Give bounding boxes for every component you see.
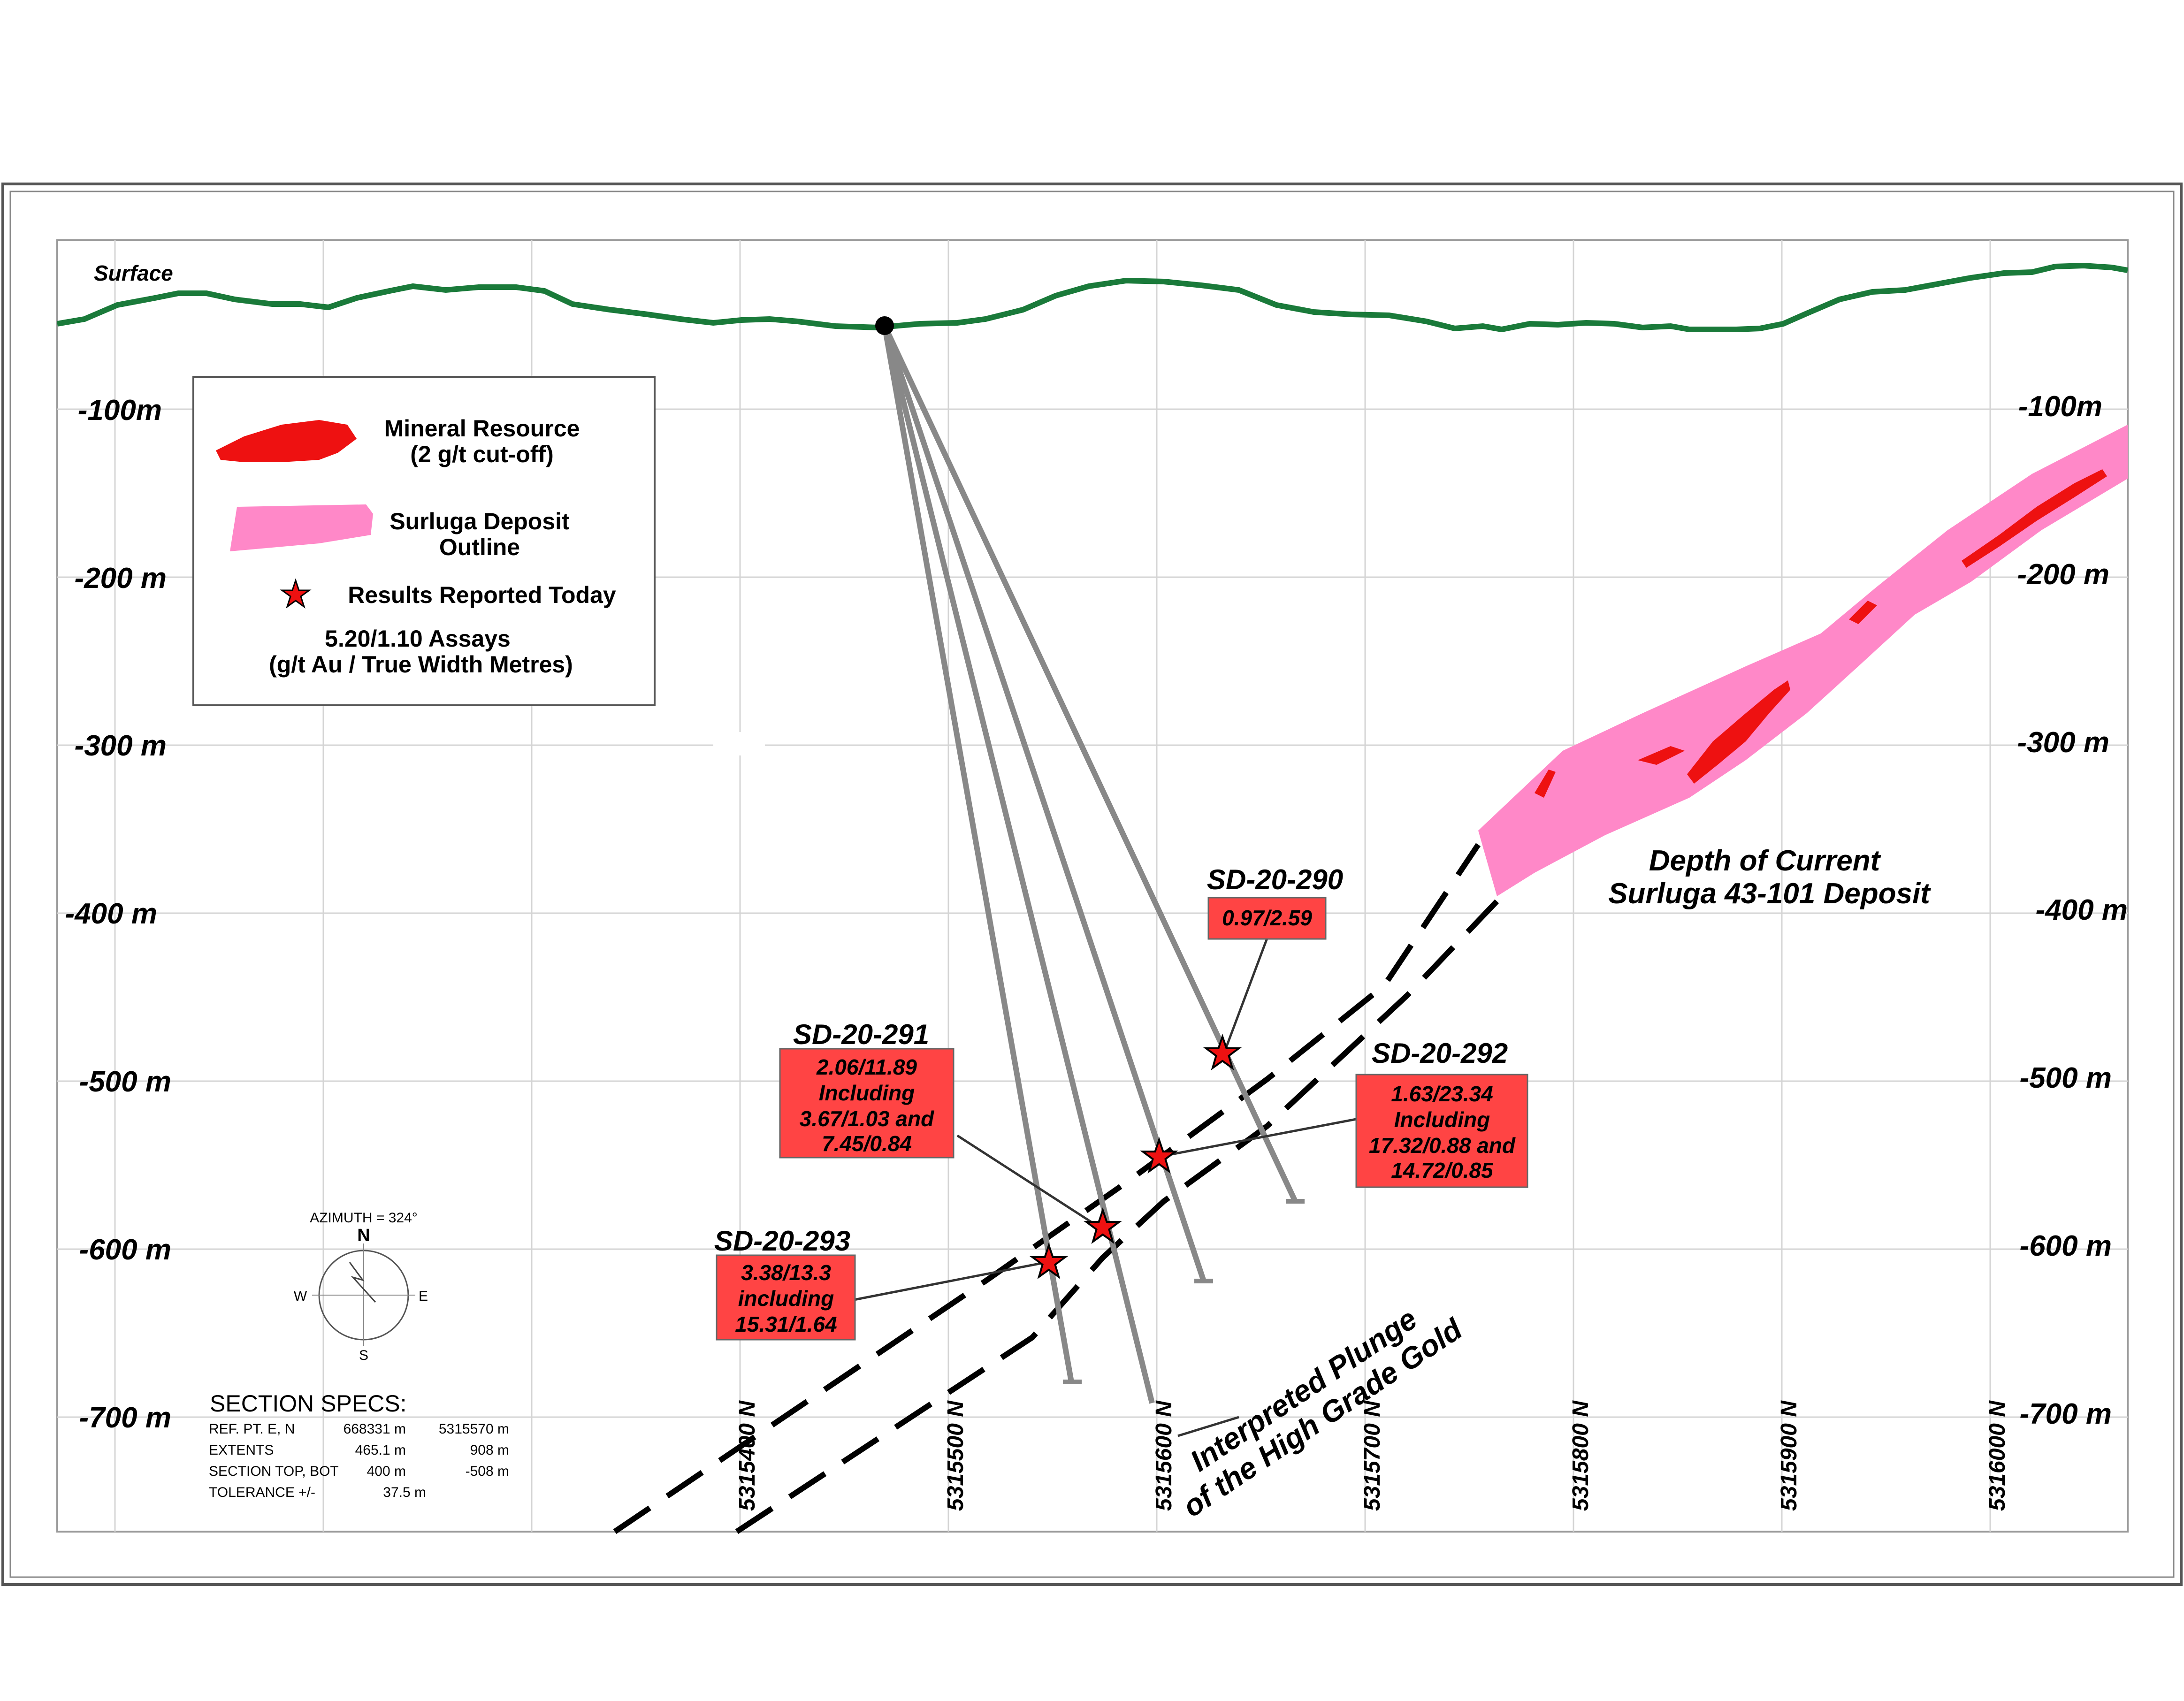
svg-text:-200 m: -200 m [2017,558,2109,591]
assay-293-line-1: 3.38/13.3 [741,1260,831,1285]
collar-point [875,316,894,335]
hole-label-290: SD-20-290 [1207,864,1343,895]
depth-labels-right: -100m -200 m -300 m -400 m -500 m -600 m… [2017,390,2128,1430]
compass-e: E [419,1289,428,1304]
legend-assays-label-2: (g/t Au / True Width Metres) [269,651,573,678]
hole-label-291: SD-20-291 [793,1019,929,1050]
svg-text:400 m: 400 m [367,1464,406,1479]
hole-label-292: SD-20-292 [1372,1037,1508,1069]
surface-label: Surface [94,261,173,285]
compass-n: N [357,1226,370,1245]
svg-text:-400 m: -400 m [65,898,157,930]
svg-text:-600 m: -600 m [79,1234,171,1266]
svg-text:-508 m: -508 m [466,1464,509,1479]
outer-frame [1,183,2183,1586]
callout-boxes [716,897,1528,1341]
legend-deposit-swatch [230,504,373,551]
legend-assays-label-1: 5.20/1.10 Assays [325,625,511,652]
assay-292-line-1: 1.63/23.34 [1391,1082,1493,1106]
svg-text:-700 m: -700 m [79,1402,171,1434]
assay-292-line-3: 17.32/0.88 and [1369,1133,1516,1158]
callout-leaders [854,938,1357,1437]
compass-w: W [294,1289,307,1304]
legend-resource-swatch [216,420,357,462]
assay-292-line-4: 14.72/0.85 [1391,1158,1494,1182]
svg-text:37.5 m: 37.5 m [383,1485,426,1500]
svg-text:5315700 N: 5315700 N [1360,1400,1385,1511]
assay-291-line-2: Including [819,1081,915,1105]
legend-deposit-label-1: Surluga Deposit [389,508,570,534]
section-specs-title: SECTION SPECS: [210,1390,407,1417]
svg-text:-700 m: -700 m [2020,1398,2112,1430]
section-specs: SECTION SPECS: REF. PT. E, N 668331 m 53… [209,1390,509,1500]
assay-293-line-2: including [738,1286,834,1311]
inner-frame [9,191,2175,1578]
svg-text:-300 m: -300 m [2017,726,2109,759]
svg-text:EXTENTS: EXTENTS [209,1442,274,1458]
hole-label-293: SD-20-293 [714,1225,850,1257]
svg-text:5315600 N: 5315600 N [1152,1400,1176,1511]
assay-291-line-3: 3.67/1.03 and [800,1106,934,1131]
svg-text:5316000 N: 5316000 N [1985,1400,2010,1511]
svg-text:-500 m: -500 m [79,1066,171,1098]
deposit-label-line-1: Depth of Current [1649,845,1881,877]
legend-results-label: Results Reported Today [348,582,616,608]
compass-arrow-icon [349,1262,376,1303]
svg-text:465.1 m: 465.1 m [355,1442,406,1458]
legend-resource-label: Mineral Resource [384,415,580,442]
deposit-label-line-2: Surluga 43-101 Deposit [1608,877,1931,910]
svg-text:REF. PT. E, N: REF. PT. E, N [209,1421,295,1437]
legend-star-icon [280,578,312,609]
compass: AZIMUTH = 324° N W E S [294,1210,428,1363]
svg-text:5315900 N: 5315900 N [1777,1400,1802,1511]
svg-text:5315570 m: 5315570 m [439,1421,509,1437]
interpreted-plunge-lines [613,843,1504,1534]
surluga-deposit-outline [1478,425,2128,896]
svg-text:-400 m: -400 m [2036,894,2128,926]
legend-deposit-label-2: Outline [439,534,520,560]
surface-line [56,262,2129,333]
assay-291-line-1: 2.06/11.89 [816,1055,917,1079]
legend: Mineral Resource (2 g/t cut-off) Surluga… [192,376,656,706]
svg-text:SECTION TOP, BOT: SECTION TOP, BOT [209,1464,339,1479]
northing-labels: 5315400 N 5315500 N 5315600 N 5315700 N … [735,1400,2010,1511]
assay-291-line-4: 7.45/0.84 [822,1131,912,1156]
svg-text:5315500 N: 5315500 N [943,1400,968,1511]
svg-text:-500 m: -500 m [2020,1062,2112,1094]
svg-text:668331 m: 668331 m [344,1421,406,1437]
svg-text:5315400 N: 5315400 N [735,1400,760,1511]
depth-labels-left: -100m -200 m -300 m -400 m -500 m -600 m… [65,394,171,1434]
assay-292-line-2: Including [1394,1107,1490,1132]
svg-text:-600 m: -600 m [2020,1230,2112,1262]
svg-text:5315800 N: 5315800 N [1568,1400,1593,1511]
compass-s: S [359,1348,368,1363]
svg-text:TOLERANCE +/-: TOLERANCE +/- [209,1485,315,1500]
compass-azimuth: AZIMUTH = 324° [310,1210,418,1226]
svg-text:-300 m: -300 m [75,730,167,762]
assay-290-line-1: 0.97/2.59 [1222,906,1312,930]
svg-text:-100m: -100m [78,394,162,427]
result-stars [1029,1033,1242,1279]
legend-resource-cutoff: (2 g/t cut-off) [410,441,553,467]
mineral-resource-zones [1535,469,2107,798]
svg-text:908 m: 908 m [470,1442,509,1458]
assay-293-line-3: 15.31/1.64 [735,1312,837,1336]
svg-text:-200 m: -200 m [75,562,167,595]
svg-text:-100m: -100m [2018,390,2102,423]
